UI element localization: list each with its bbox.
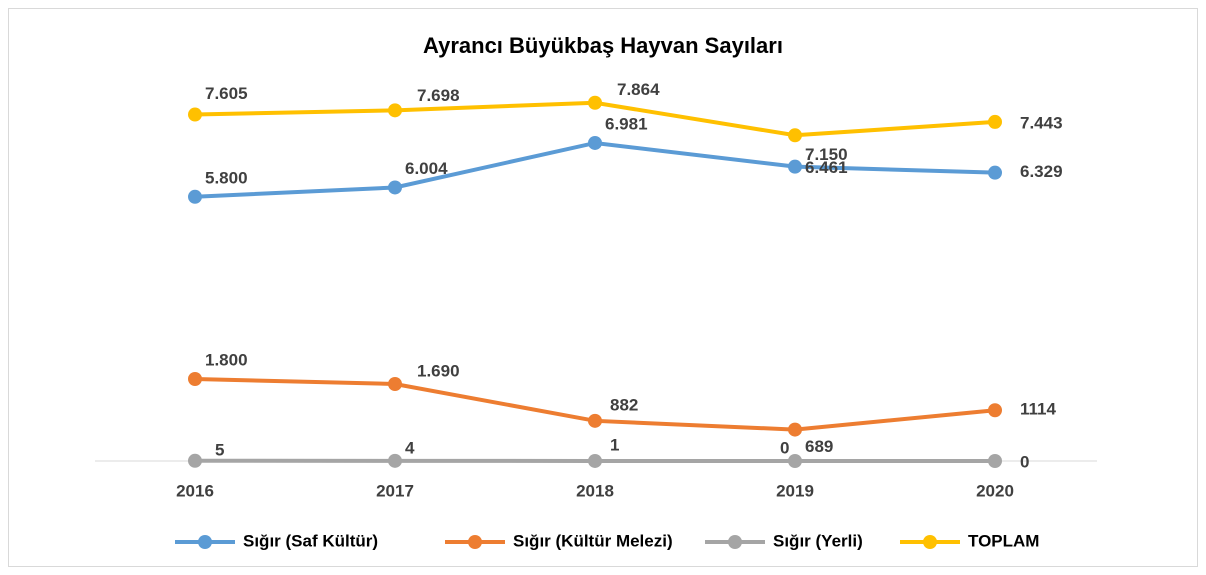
data-label: 7.150 [805, 145, 848, 164]
chart-frame [8, 8, 1198, 567]
chart-title: Ayrancı Büyükbaş Hayvan Sayıları [423, 33, 783, 58]
legend-label: Sığır (Saf Kültür) [243, 531, 378, 550]
legend-marker [198, 535, 212, 549]
x-tick-label: 2019 [776, 481, 814, 500]
data-point [588, 453, 602, 468]
data-label: 6.004 [405, 159, 448, 178]
data-point [988, 114, 1002, 129]
data-point [588, 413, 602, 428]
legend-marker [923, 535, 937, 549]
data-label: 882 [610, 395, 638, 414]
legend-label: Sığır (Kültür Melezi) [513, 531, 673, 550]
data-point [388, 377, 402, 392]
data-point [388, 103, 402, 118]
data-label: 1114 [1020, 400, 1056, 419]
data-label: 5 [215, 440, 224, 459]
data-point [988, 165, 1002, 180]
data-point [188, 107, 202, 122]
data-point [788, 128, 802, 143]
data-label: 0 [780, 438, 789, 457]
data-point [788, 159, 802, 174]
legend-label: TOPLAM [968, 531, 1039, 550]
x-tick-label: 2016 [176, 481, 214, 500]
x-tick-label: 2020 [976, 481, 1014, 500]
data-point [188, 372, 202, 386]
data-label: 7.605 [205, 84, 248, 103]
data-label: 1.800 [205, 350, 248, 369]
data-label: 7.698 [417, 86, 460, 105]
data-label: 689 [805, 437, 833, 456]
data-label: 6.981 [605, 114, 648, 133]
data-label: 7.864 [617, 80, 660, 99]
data-label: 1 [610, 435, 619, 454]
data-point [388, 453, 402, 468]
data-point [988, 403, 1002, 418]
data-point [788, 422, 802, 437]
data-label: 4 [405, 438, 415, 457]
data-label: 7.443 [1020, 113, 1063, 132]
data-label: 5.800 [205, 168, 248, 187]
legend-marker [728, 535, 742, 549]
data-point [188, 189, 202, 204]
data-label: 6.329 [1020, 162, 1063, 181]
x-tick-label: 2018 [576, 481, 614, 500]
data-label: 6.461 [805, 158, 848, 177]
data-label: 1.690 [417, 361, 460, 380]
data-point [588, 95, 602, 110]
data-point [788, 454, 802, 468]
legend-marker [468, 535, 482, 549]
data-point [988, 454, 1002, 468]
legend-label: Sığır (Yerli) [773, 531, 863, 550]
data-point [588, 135, 602, 150]
data-point [388, 180, 402, 195]
data-label: 0 [1020, 452, 1029, 471]
data-point [188, 453, 202, 468]
x-tick-label: 2017 [376, 481, 414, 500]
